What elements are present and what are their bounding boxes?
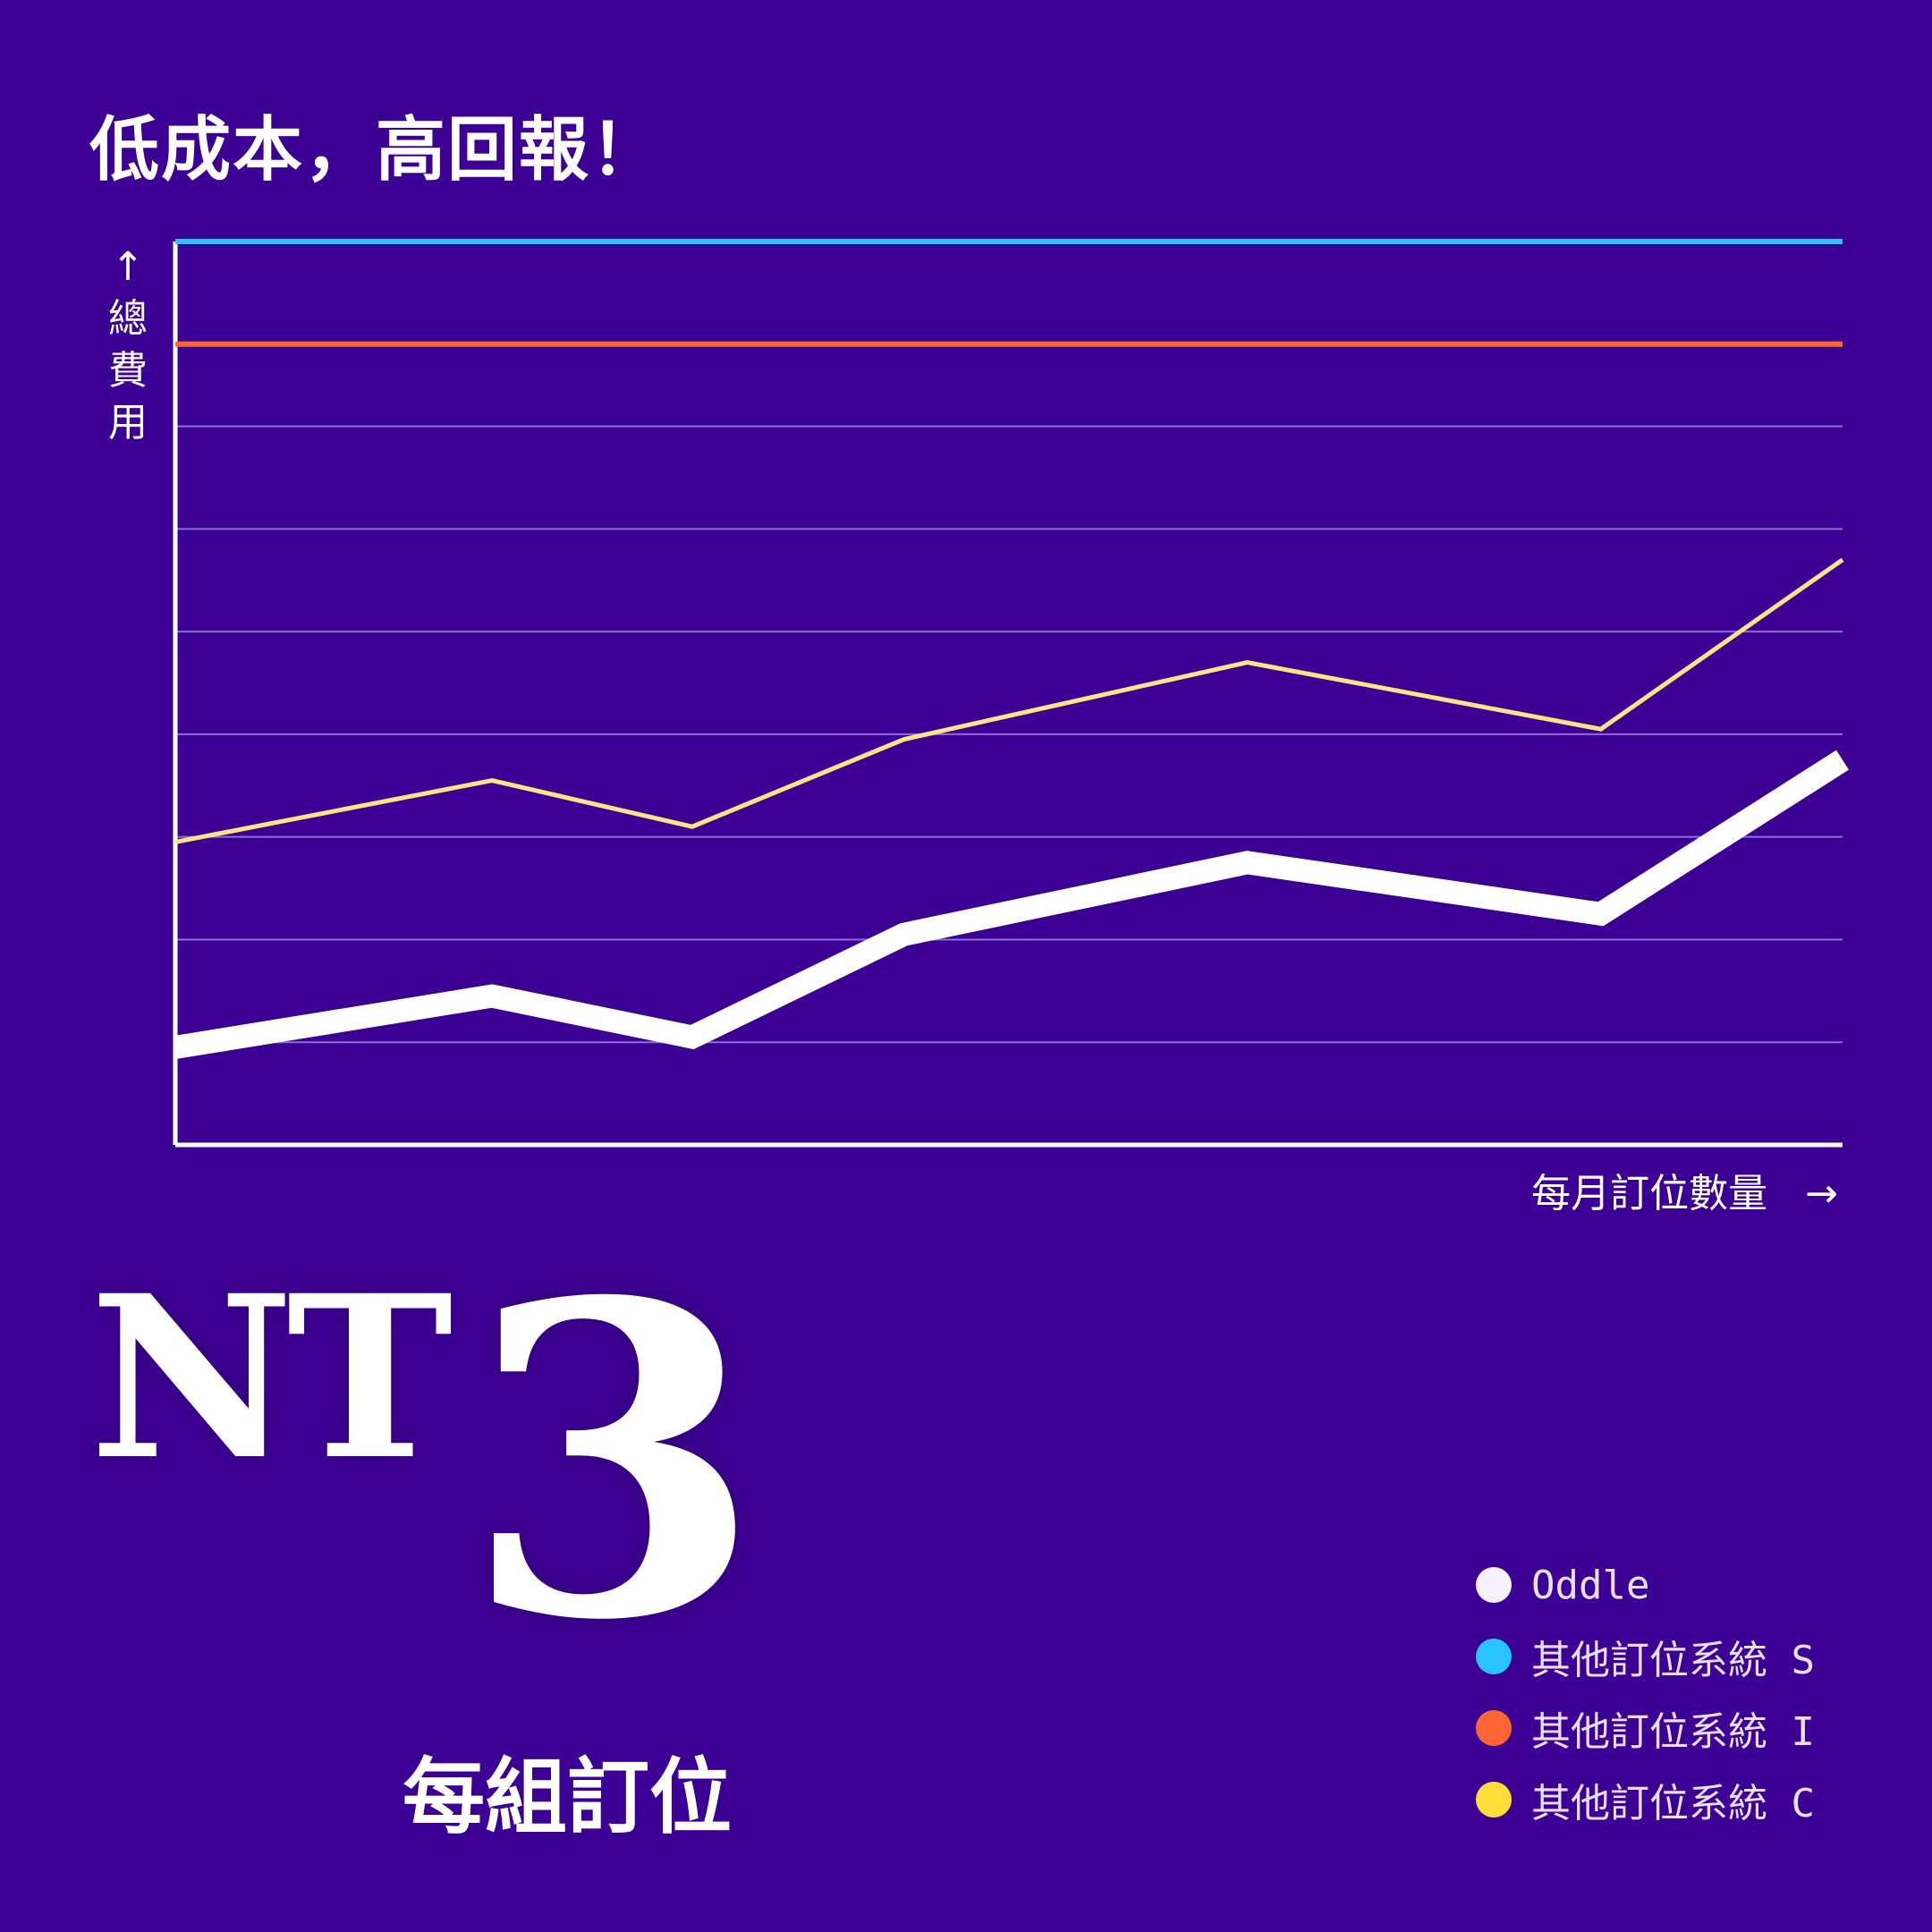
legend-item-system-c: 其他訂位系統 C [1476, 1764, 1815, 1835]
price-amount: 3 [463, 1210, 763, 1715]
legend-item-system-i: 其他訂位系統 I [1476, 1692, 1815, 1764]
legend-item-system-s: 其他訂位系統 S [1476, 1621, 1815, 1692]
legend-item-oddle: Oddle [1476, 1549, 1815, 1621]
price-unit: 每組訂位 [402, 1750, 733, 1845]
legend: Oddle 其他訂位系統 S 其他訂位系統 I 其他訂位系統 C [1476, 1549, 1815, 1835]
y-axis-label-char: 總 [108, 296, 148, 342]
price-figure: NT3 [89, 1248, 763, 1677]
series-lines [173, 239, 1849, 1059]
y-axis-label: ↑ 總 費 用 [106, 242, 150, 449]
legend-label: 其他訂位系統 I [1531, 1709, 1815, 1755]
legend-label: 其他訂位系統 C [1531, 1781, 1815, 1826]
axes [173, 242, 1843, 1148]
legend-label: 其他訂位系統 S [1531, 1638, 1815, 1683]
series-line-0 [173, 750, 1849, 1059]
gridlines [175, 425, 1843, 1044]
x-axis-label-text: 每月訂位數量 [1531, 1171, 1768, 1216]
y-axis-arrow-icon: ↑ [111, 244, 145, 290]
legend-dot [1476, 1782, 1512, 1818]
x-axis-arrow-icon: → [1805, 1171, 1838, 1216]
legend-label: Oddle [1531, 1562, 1650, 1608]
y-axis-label-char: 用 [108, 400, 148, 445]
legend-dot [1476, 1567, 1512, 1603]
y-axis-label-char: 費 [108, 348, 148, 394]
legend-dot [1476, 1710, 1512, 1746]
headline: 低成本，高回報！ [89, 110, 663, 191]
series-line-3 [174, 557, 1844, 844]
legend-dot [1476, 1639, 1512, 1674]
price-currency: NT [89, 1246, 453, 1509]
line-chart [173, 239, 1849, 1148]
x-axis-label: 每月訂位數量 → [1531, 1161, 1838, 1218]
